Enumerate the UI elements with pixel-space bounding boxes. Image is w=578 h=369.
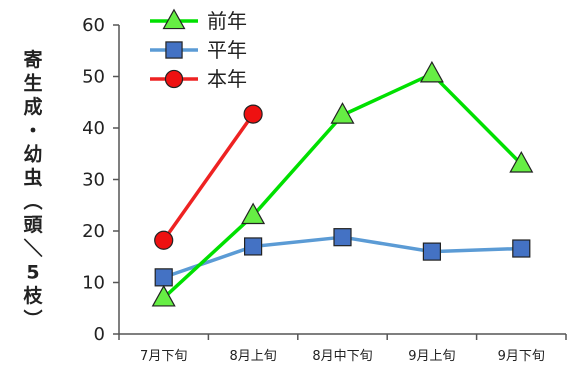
y-axis-label-char: 成 (23, 95, 42, 118)
x-ticks: 7月下旬 8月上旬 8月中下旬 9月上旬 9月下旬 (118, 334, 567, 364)
legend-marker (164, 69, 184, 89)
y-axis-label-char: 枝 (23, 284, 43, 307)
x-tick-label: 9月上旬 (408, 349, 455, 364)
y-axis-label-char: ／ (21, 238, 44, 257)
axes (118, 25, 566, 335)
y-axis-label-char: （ (21, 191, 44, 210)
data-point (241, 202, 266, 225)
y-tick-label: 50 (82, 67, 105, 88)
legend-marker (165, 41, 183, 59)
y-ticks: 0 10 20 30 40 50 60 (82, 15, 119, 345)
legend-label: 本年 (207, 67, 247, 91)
legend-item: 平年 (150, 38, 247, 62)
y-tick-label: 10 (82, 273, 105, 294)
data-point (419, 60, 444, 83)
y-axis-label-char: 寄 (23, 48, 42, 71)
data-point (509, 151, 534, 173)
data-point (330, 102, 355, 124)
legend-label: 平年 (207, 38, 247, 62)
y-axis-label: 寄生成・幼虫 （ 頭 ／ 5枝 ） (21, 48, 44, 328)
data-point (244, 237, 263, 256)
y-axis-label-char: 生 (23, 72, 42, 95)
y-axis-label-char: 頭 (23, 214, 43, 236)
legend-item: 本年 (150, 67, 247, 91)
y-tick-label: 60 (82, 15, 105, 36)
data-point (154, 230, 174, 250)
series-line (162, 113, 255, 242)
series (151, 60, 534, 307)
legend-label: 前年 (207, 9, 247, 33)
series-0 (151, 60, 534, 307)
x-tick-label: 8月上旬 (229, 349, 276, 364)
data-point (154, 268, 173, 287)
data-point (151, 284, 176, 307)
data-point (333, 228, 352, 247)
y-axis-label-char: ） (21, 309, 44, 328)
data-point (512, 239, 531, 258)
x-tick-label: 7月下旬 (140, 349, 187, 364)
y-tick-label: 20 (82, 221, 105, 242)
legend-marker (162, 8, 186, 30)
y-tick-label: 0 (94, 324, 105, 345)
y-tick-label: 40 (82, 118, 105, 139)
x-tick-label: 9月下旬 (498, 349, 545, 364)
y-axis-label-char: 幼 (23, 142, 42, 165)
legend-item: 前年 (150, 8, 247, 33)
y-axis-label-char: ・ (23, 120, 42, 142)
series-2 (154, 104, 263, 250)
y-axis-label-char: 虫 (23, 166, 42, 189)
y-tick-label: 30 (82, 170, 105, 191)
y-axis-label-char: 5 (26, 261, 39, 283)
series-1 (154, 228, 531, 287)
data-point (422, 242, 441, 261)
x-tick-label: 8月中下旬 (312, 349, 372, 364)
data-point (243, 104, 263, 124)
